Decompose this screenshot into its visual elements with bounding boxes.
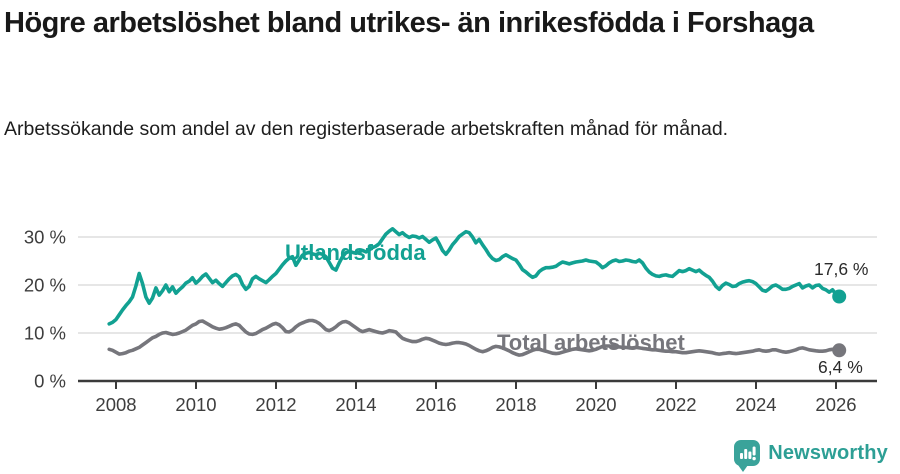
brand-name: Newsworthy	[768, 441, 888, 464]
page-title: Högre arbetslöshet bland utrikes- än inr…	[4, 7, 814, 39]
series-label-utlandsfodda: Utlandsfödda	[285, 240, 426, 265]
x-tick-label: 2014	[335, 394, 376, 415]
series-end-dot-utlandsfodda	[832, 289, 847, 304]
series-line-total	[107, 318, 842, 357]
x-tick-label: 2012	[255, 394, 296, 415]
end-value-label-utlandsfodda: 17,6 %	[814, 259, 869, 279]
x-tick-label: 2022	[655, 394, 696, 415]
series-label-total-arbetsloshet: Total arbetslöshet	[497, 330, 685, 355]
y-tick-label: 0 %	[34, 371, 66, 392]
x-tick-label: 2010	[175, 394, 216, 415]
x-tick-label: 2026	[815, 394, 856, 415]
y-tick-label: 20 %	[24, 275, 66, 296]
x-tick-label: 2018	[495, 394, 536, 415]
series-end-dot-total	[832, 343, 847, 358]
end-value-label-total: 6,4 %	[818, 357, 863, 377]
y-tick-label: 30 %	[24, 227, 66, 248]
x-tick-label: 2008	[95, 394, 136, 415]
x-tick-label: 2016	[415, 394, 456, 415]
page-subtitle: Arbetssökande som andel av den registerb…	[4, 118, 729, 140]
x-tick-label: 2024	[735, 394, 776, 415]
series-line-utlandsfodda	[107, 227, 842, 326]
bar-chart-speech-bubble-icon	[734, 440, 761, 472]
newsworthy-branding: Newsworthy	[734, 440, 888, 472]
y-tick-label: 10 %	[24, 323, 66, 344]
x-tick-label: 2020	[575, 394, 616, 415]
